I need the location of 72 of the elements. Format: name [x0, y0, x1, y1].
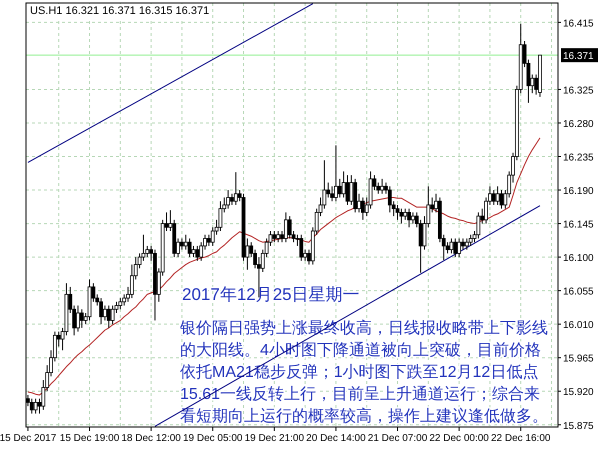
annotation: 2017年12月25日星期一	[182, 285, 360, 304]
candlestick	[476, 212, 480, 239]
candlestick	[195, 245, 200, 262]
candlestick	[118, 298, 122, 310]
candlestick	[396, 204, 400, 220]
candlestick	[230, 193, 234, 206]
x-tick-label: 15 Dec 19:00	[60, 433, 120, 444]
candlestick	[180, 238, 184, 250]
candlestick	[464, 238, 469, 250]
y-tick-label: 15.875	[563, 420, 594, 432]
candlestick	[299, 234, 304, 262]
candlestick	[34, 398, 38, 414]
candlestick	[330, 186, 334, 202]
candlestick	[30, 398, 34, 414]
y-tick-label: 16.235	[563, 152, 594, 164]
y-tick-label: 16.280	[563, 118, 594, 130]
candlestick	[500, 190, 504, 210]
y-tick-label: 15.920	[563, 387, 594, 398]
x-tick-label: 15 Dec 2017	[0, 433, 57, 444]
y-tick-label: 16.055	[563, 286, 594, 298]
candlestick	[342, 170, 346, 198]
candlestick	[453, 238, 458, 258]
y-tick-label: 16.010	[563, 320, 594, 332]
candlestick	[380, 178, 384, 194]
candlestick	[99, 298, 103, 325]
candlestick	[360, 196, 365, 220]
candlestick	[334, 144, 338, 202]
candlestick	[218, 200, 222, 232]
candlestick	[188, 238, 192, 258]
y-tick-label: 15.965	[563, 354, 594, 365]
candlestick	[388, 186, 392, 213]
x-tick-label: 21 Dec 07:00	[368, 433, 428, 444]
candlestick	[234, 172, 238, 206]
chart-title: US.H1 16.321 16.371 16.315 16.371	[30, 5, 210, 17]
candlestick	[346, 174, 350, 206]
candlestick	[226, 190, 230, 210]
candlestick	[407, 208, 411, 228]
candlestick	[492, 190, 496, 206]
candlestick	[80, 308, 84, 328]
x-tick-label: 19 Dec 05:00	[182, 433, 243, 444]
x-tick-label: 19 Dec 21:00	[244, 433, 304, 444]
candlestick	[110, 305, 115, 325]
candlestick	[457, 238, 462, 258]
x-tick-label: 22 Dec 00:00	[429, 433, 490, 444]
candlestick	[399, 208, 404, 224]
candlestick	[284, 212, 288, 243]
candlestick	[403, 208, 408, 220]
y-tick-label: 16.325	[563, 85, 594, 96]
x-tick-label: 20 Dec 14:00	[306, 433, 366, 444]
candlestick	[76, 305, 80, 332]
candlestick	[288, 216, 292, 239]
y-tick-label: 16.190	[563, 186, 594, 198]
x-tick-label: 22 Dec 16:00	[490, 433, 551, 444]
y-tick-label: 16.415	[563, 18, 594, 30]
candlestick	[184, 234, 188, 250]
y-tick-label: 16.145	[563, 220, 594, 231]
candlestick	[411, 212, 415, 224]
candlestick	[349, 174, 354, 206]
x-tick-label: 18 Dec 12:00	[121, 433, 182, 444]
ref-line-label: 16.371	[563, 51, 594, 62]
candlestick	[272, 230, 276, 243]
candlestick	[103, 305, 107, 321]
y-tick-label: 16.100	[563, 253, 594, 264]
candlestick	[276, 230, 280, 243]
candlestick	[450, 238, 454, 254]
candlestick	[461, 238, 465, 250]
candlestick	[206, 234, 211, 246]
candlestick	[106, 305, 111, 328]
candlestick	[496, 186, 500, 206]
candlestick	[192, 245, 196, 258]
candlestick	[468, 234, 473, 246]
candlestick	[338, 178, 342, 198]
